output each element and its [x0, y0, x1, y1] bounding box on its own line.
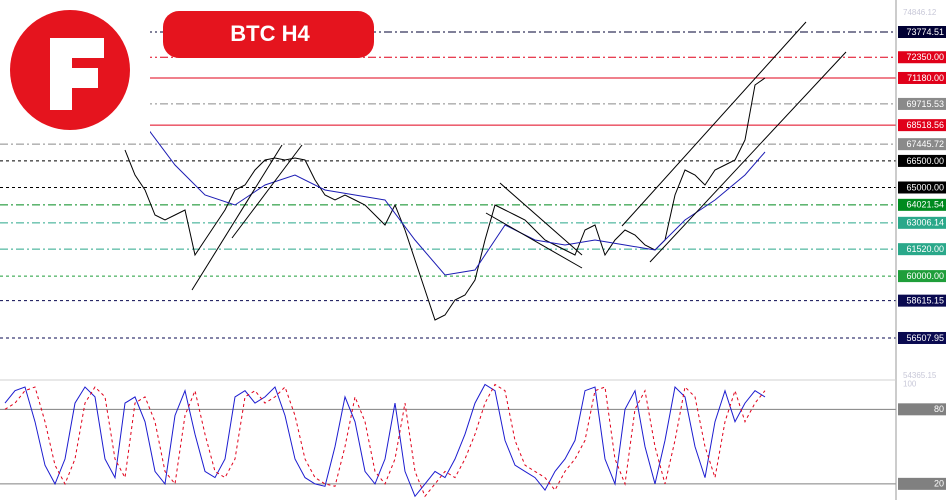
trend-line — [499, 182, 583, 256]
series-line — [4, 383, 766, 498]
y-tick-label: 74846.12 — [903, 8, 937, 17]
series-line — [4, 383, 766, 498]
trend-line — [485, 212, 583, 269]
y-tick-label: 54365.15 — [903, 371, 937, 380]
level-label: 68518.56 — [906, 120, 944, 130]
level-label: 69715.53 — [906, 99, 944, 109]
level-label-box — [898, 403, 946, 416]
trend-line — [191, 144, 283, 291]
level-label-box — [898, 198, 946, 211]
level-label: 67445.72 — [906, 139, 944, 149]
logo-glyph — [50, 38, 104, 110]
y-tick-label: 100 — [903, 380, 917, 389]
trend-line — [231, 144, 303, 239]
level-label-box — [898, 97, 946, 110]
levels: 74846.12 54365.15 73774.51 72350.00 71180.00… — [0, 8, 946, 490]
level-label-box — [898, 270, 946, 283]
level-label: 56507.95 — [906, 333, 944, 343]
level-label: 60000.00 — [906, 271, 944, 281]
chart-title: BTC H4 — [230, 21, 310, 46]
level-label-box — [898, 477, 946, 490]
level-label-box — [898, 154, 946, 167]
level-label: 66500.00 — [906, 156, 944, 166]
level-label: 58615.15 — [906, 296, 944, 306]
level-label-box — [898, 294, 946, 307]
level-label: 61520.00 — [906, 244, 944, 254]
level-label: 20 — [934, 479, 944, 489]
level-label-box — [898, 331, 946, 344]
level-label-box — [898, 119, 946, 132]
level-label: 80 — [934, 404, 944, 414]
logo — [10, 10, 130, 130]
level-label-box — [898, 51, 946, 64]
title-badge — [163, 11, 374, 58]
level-label-box — [898, 243, 946, 256]
series-line — [124, 77, 766, 321]
series-line — [144, 124, 766, 276]
trend-line — [621, 21, 807, 227]
series — [4, 77, 766, 498]
trend-lines — [191, 21, 847, 291]
level-label: 71180.00 — [907, 73, 944, 83]
level-label-box — [898, 216, 946, 229]
level-label-box — [898, 138, 946, 151]
level-label-box — [898, 71, 946, 84]
level-label: 73774.51 — [906, 27, 944, 37]
level-label: 63006.14 — [906, 218, 944, 228]
level-label: 72350.00 — [906, 52, 944, 62]
level-label-box — [898, 25, 946, 38]
level-label-box — [898, 181, 946, 194]
level-label: 65000.00 — [906, 182, 944, 192]
trend-line — [649, 51, 847, 263]
level-label: 64021.54 — [906, 200, 944, 210]
